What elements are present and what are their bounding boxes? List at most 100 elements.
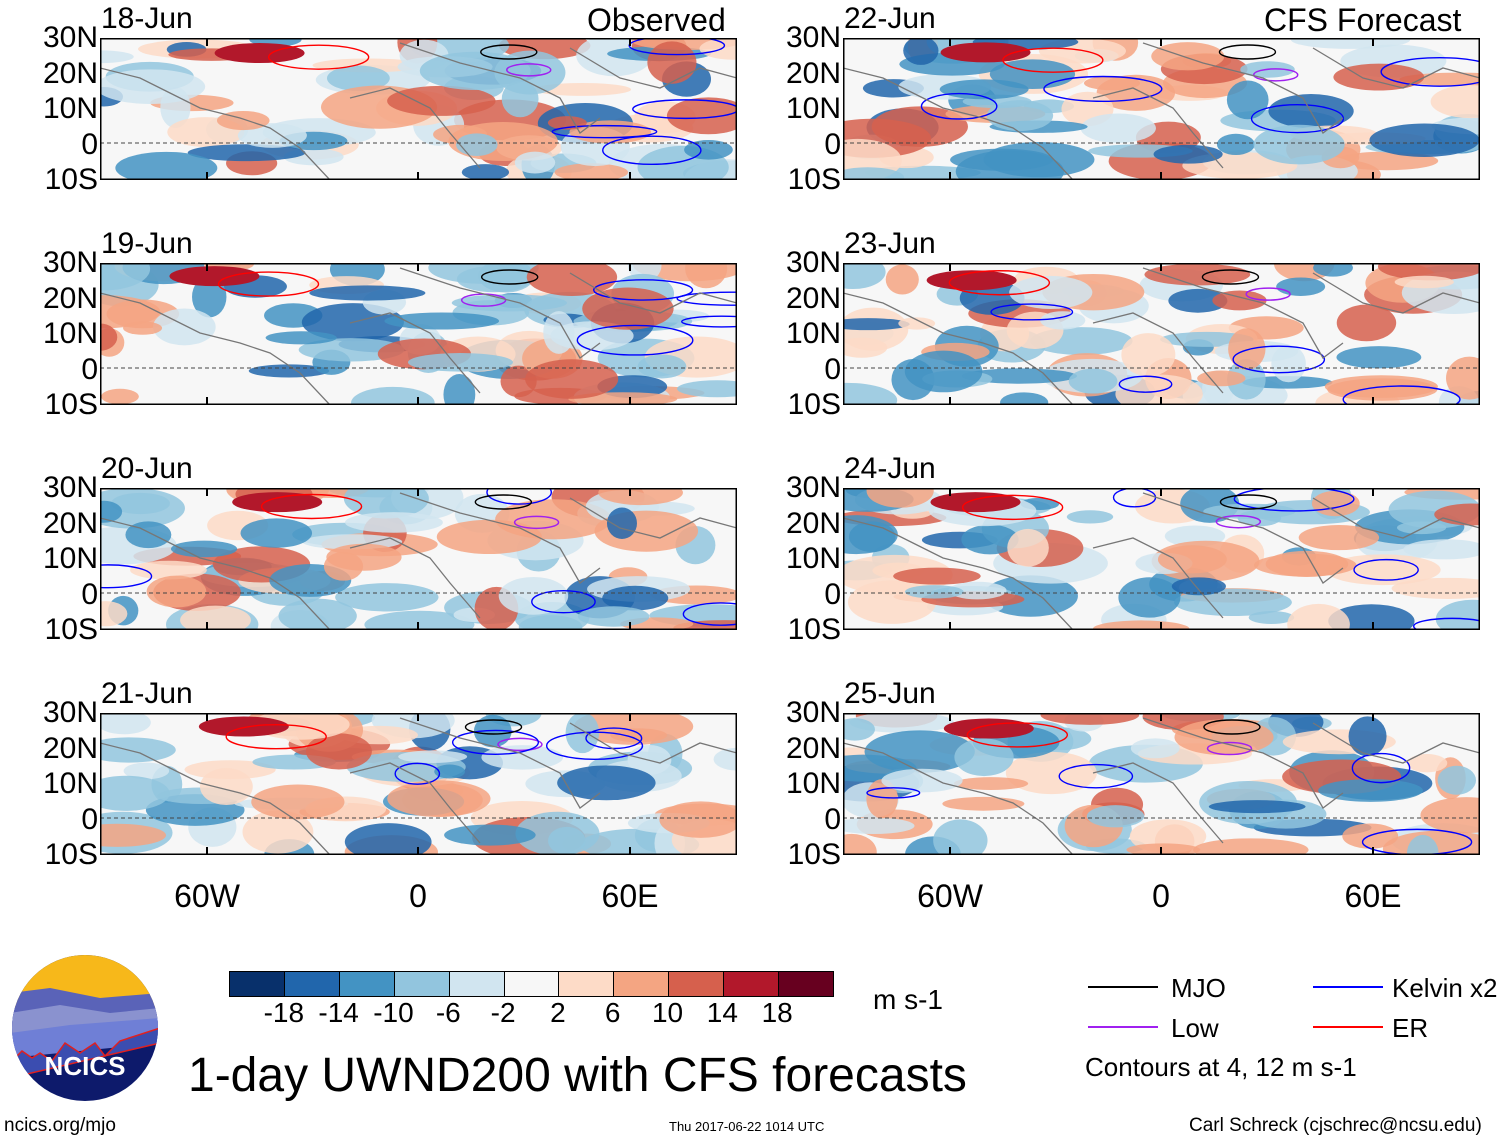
kelvin-contour [866, 787, 921, 799]
wind-anomaly-patch [1144, 263, 1251, 286]
observed-label: Observed [587, 2, 726, 38]
kelvin-contour [990, 303, 1074, 321]
map-panel [100, 38, 737, 180]
lat-label: 20N [785, 506, 841, 540]
wind-anomaly-patch [1009, 275, 1093, 310]
wind-anomaly-patch [1348, 716, 1387, 757]
colorbar [229, 971, 834, 997]
wind-anomaly-patch [866, 488, 934, 508]
er-legend-line [1313, 1026, 1383, 1028]
colorbar-tick: 14 [706, 997, 738, 1028]
wind-anomaly-patch [942, 796, 1025, 811]
er-contour [267, 44, 370, 70]
er-contour [961, 494, 1064, 521]
panel-date: 24-Jun [844, 452, 936, 485]
colorbar-swatch [338, 972, 394, 996]
wind-anomaly-patch [898, 317, 936, 330]
panel-date: 18-Jun [101, 2, 193, 35]
wind-anomaly-patch [265, 331, 337, 345]
wind-anomaly-patch [1434, 503, 1480, 526]
wind-anomaly-patch [1153, 144, 1223, 164]
wind-anomaly-patch [436, 519, 542, 555]
panel-date: 22-Jun [844, 2, 936, 35]
wind-anomaly-patch [335, 583, 439, 612]
lat-label: 20N [42, 731, 98, 765]
wind-anomaly-patch [443, 374, 476, 405]
wind-anomaly-patch [1083, 75, 1141, 91]
lat-label: 30N [785, 471, 841, 504]
lat-label: 0 [824, 577, 841, 611]
colorbar-tick: 18 [761, 997, 793, 1028]
lon-label: 0 [1152, 878, 1170, 914]
ncics-logo: NCICS [10, 953, 160, 1108]
wind-anomaly-patch [602, 585, 669, 611]
kelvin-contour [531, 590, 596, 614]
wind-anomaly-patch [1446, 356, 1480, 400]
wind-anomaly-patch [1168, 288, 1228, 313]
kelvin-contour [100, 564, 153, 589]
wind-anomaly-patch [100, 50, 134, 64]
wind-anomaly-patch [1396, 521, 1447, 535]
wind-anomaly-patch [192, 276, 227, 318]
wind-anomaly-patch [843, 337, 888, 358]
colorbar-tick: -2 [490, 997, 516, 1028]
map-panel [843, 488, 1480, 630]
wind-anomaly-patch [451, 294, 567, 312]
kelvin-contour [1058, 763, 1134, 789]
colorbar-tick: 2 [550, 997, 566, 1028]
wind-anomaly-patch [115, 151, 218, 180]
wind-anomaly-patch [251, 784, 345, 820]
lat-label: 10N [785, 542, 841, 575]
wind-anomaly-patch [111, 492, 170, 515]
wind-anomaly-patch [146, 575, 207, 608]
lat-label: 30N [42, 21, 98, 54]
wind-anomaly-patch [1197, 370, 1246, 387]
kelvin-contour [676, 291, 737, 306]
wind-anomaly-patch [577, 606, 650, 627]
wind-anomaly-patch [130, 560, 207, 580]
wind-anomaly-patch [843, 817, 915, 835]
lon-label: 0 [409, 878, 427, 914]
wind-anomaly-patch [1336, 346, 1422, 369]
wind-anomaly-patch [1298, 525, 1380, 551]
wind-anomaly-patch [1068, 368, 1118, 394]
wind-anomaly-patch [1126, 843, 1201, 855]
colorbar-swatch [558, 972, 614, 996]
wind-anomaly-patch [326, 65, 390, 92]
wind-anomaly-patch [1080, 113, 1156, 143]
wind-anomaly-patch [843, 382, 898, 405]
wind-anomaly-patch [1369, 123, 1480, 157]
wind-anomaly-patch [677, 380, 737, 398]
colorbar-swatch [613, 972, 669, 996]
wind-anomaly-patch [1171, 577, 1226, 596]
wind-anomaly-patch [434, 764, 466, 779]
wind-anomaly-patch [100, 601, 128, 627]
wind-anomaly-patch [1226, 80, 1269, 120]
wind-anomaly-patch [180, 605, 251, 630]
mjo-contour [480, 269, 539, 285]
map-panel [100, 713, 737, 855]
wind-anomaly-patch [240, 518, 313, 548]
footer-url[interactable]: ncics.org/mjo [4, 1115, 116, 1136]
wind-anomaly-patch [344, 823, 432, 855]
mjo-contour [1219, 494, 1278, 510]
map-panel [843, 38, 1480, 180]
wind-anomaly-patch [1407, 754, 1448, 773]
kelvin-contour [1412, 617, 1480, 630]
wind-anomaly-patch [659, 801, 737, 838]
wind-anomaly-patch [598, 488, 683, 506]
low-legend-line [1088, 1026, 1158, 1028]
wind-anomaly-patch [199, 768, 253, 806]
wind-anomaly-patch [1271, 345, 1306, 383]
map-panel [100, 488, 737, 630]
wind-anomaly-patch [100, 713, 151, 735]
wind-anomaly-patch [364, 610, 475, 630]
mjo-contour [464, 719, 523, 735]
wind-anomaly-patch [1287, 603, 1350, 630]
wind-anomaly-patch [481, 745, 564, 770]
wind-anomaly-patch [953, 777, 1029, 790]
wind-anomaly-patch [933, 819, 988, 855]
mjo-contour [1218, 44, 1277, 60]
kelvin-contour [1043, 75, 1163, 102]
